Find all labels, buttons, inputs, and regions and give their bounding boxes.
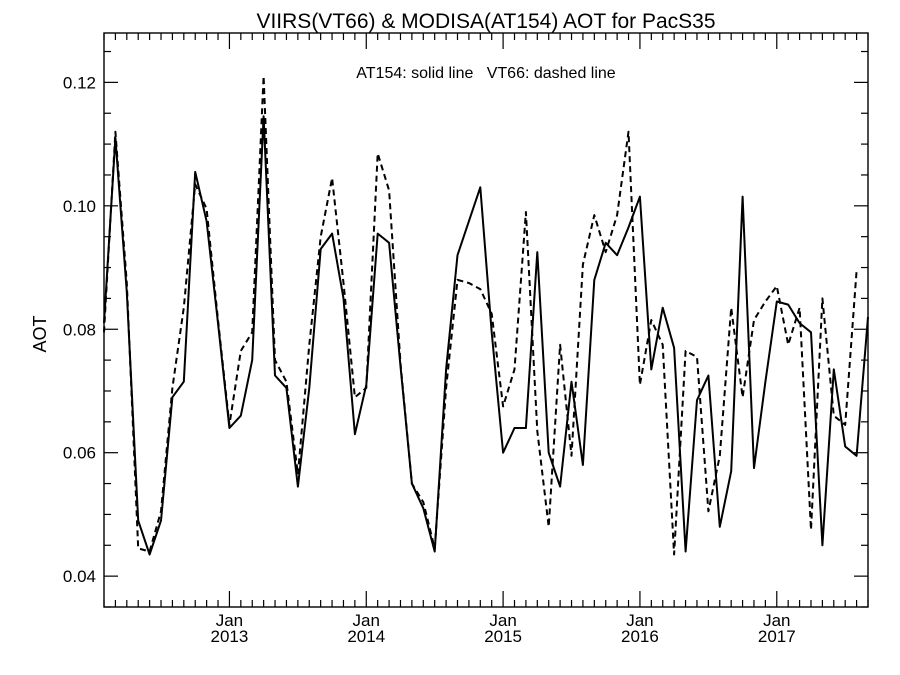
y-tick-label: 0.12 xyxy=(63,73,96,92)
y-tick-label: 0.04 xyxy=(63,567,96,586)
y-axis: 0.04 0.06 0.08 0.10 0.12 xyxy=(63,50,868,608)
x-tick-label-year: 2013 xyxy=(211,627,249,646)
x-tick-label-year: 2014 xyxy=(347,627,385,646)
x-tick-label-month: Jan xyxy=(353,611,380,630)
series-line-vt66 xyxy=(103,75,858,556)
y-tick-label: 0.10 xyxy=(63,197,96,216)
x-tick-label-month: Jan xyxy=(216,611,243,630)
y-tick-label: 0.08 xyxy=(63,320,96,339)
x-tick-label-year: 2016 xyxy=(621,627,659,646)
x-tick-label-year: 2015 xyxy=(484,627,522,646)
y-axis-label: AOT xyxy=(30,315,50,352)
y-tick-label: 0.06 xyxy=(63,444,96,463)
chart-title: VIIRS(VT66) & MODISA(AT154) AOT for PacS… xyxy=(256,10,715,33)
x-tick-label-month: Jan xyxy=(763,611,790,630)
x-tick-label-year: 2017 xyxy=(758,627,796,646)
line-style-note: AT154: solid line VT66: dashed line xyxy=(356,65,616,82)
series-line-at154 xyxy=(103,115,869,556)
x-tick-label-month: Jan xyxy=(489,611,516,630)
series-layer xyxy=(103,75,869,556)
x-tick-label-month: Jan xyxy=(626,611,653,630)
